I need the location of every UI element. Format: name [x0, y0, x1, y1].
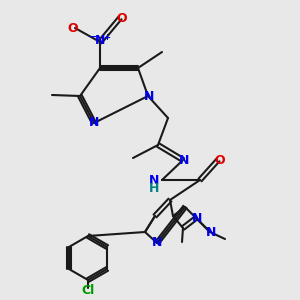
Text: H: H — [149, 182, 159, 194]
Text: N: N — [179, 154, 189, 166]
Text: N: N — [192, 212, 202, 224]
Text: N: N — [206, 226, 216, 238]
Text: O: O — [68, 22, 78, 34]
Text: N: N — [144, 89, 154, 103]
Text: +: + — [103, 32, 110, 41]
Text: O: O — [117, 11, 127, 25]
Text: O: O — [215, 154, 225, 166]
Text: −: − — [89, 32, 97, 42]
Text: N: N — [149, 173, 159, 187]
Text: Cl: Cl — [81, 284, 94, 298]
Text: N: N — [152, 236, 162, 250]
Text: N: N — [95, 34, 105, 47]
Text: N: N — [89, 116, 99, 130]
